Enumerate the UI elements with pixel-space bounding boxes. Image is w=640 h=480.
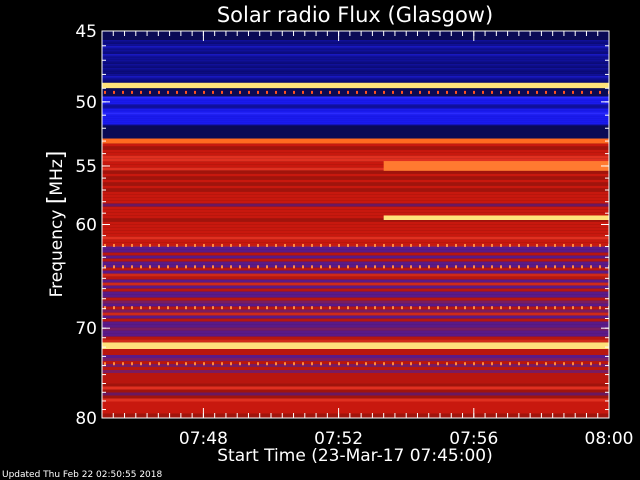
- plot-area: [102, 31, 609, 418]
- interference-row: [104, 243, 609, 247]
- spectrum-band: [102, 348, 609, 384]
- spectrum-band: [102, 88, 609, 97]
- spectrum-band: [102, 82, 609, 89]
- x-axis-label: Start Time (23-Mar-17 07:45:00): [217, 446, 492, 466]
- spectrum-band: [102, 39, 609, 83]
- spectrum-band: [102, 125, 609, 139]
- y-tick-label: 70: [75, 319, 97, 339]
- spectrum-band: [102, 31, 609, 40]
- y-tick-label: 80: [75, 409, 97, 429]
- y-tick-label: 55: [75, 157, 97, 177]
- x-tick-label: 07:56: [449, 429, 498, 449]
- interference-row: [104, 265, 609, 269]
- chart-title: Solar radio Flux (Glasgow): [217, 3, 493, 27]
- y-axis-unit: MHz: [47, 159, 67, 195]
- x-tick-label: 08:00: [585, 429, 634, 449]
- interference-row: [104, 90, 609, 94]
- burst-feature: [383, 215, 609, 221]
- spectrum-band: [102, 138, 609, 144]
- spectrum-band: [102, 246, 609, 343]
- y-tick-label: 60: [75, 216, 97, 236]
- y-tick-label: 45: [75, 22, 97, 42]
- interference-row: [104, 306, 609, 310]
- y-axis: 45 50 55 60 70 80: [75, 22, 609, 429]
- y-axis-label: Frequency [MHz]: [44, 151, 69, 298]
- interference-row: [104, 362, 609, 366]
- updated-timestamp: Updated Thu Feb 22 02:50:55 2018: [2, 470, 163, 480]
- y-tick-label: 50: [75, 93, 97, 113]
- x-tick-label: 07:52: [314, 429, 363, 449]
- burst-feature: [383, 161, 609, 171]
- x-tick-label: 07:48: [179, 429, 228, 449]
- spectrum-band: [102, 383, 609, 418]
- y-axis-label-prefix: Frequency: [47, 204, 67, 297]
- spectrum-band: [102, 342, 609, 349]
- spectrum-band: [102, 143, 609, 247]
- spectrum-band: [102, 96, 609, 126]
- x-axis: 07:48 07:52 07:56 08:00: [101, 31, 634, 449]
